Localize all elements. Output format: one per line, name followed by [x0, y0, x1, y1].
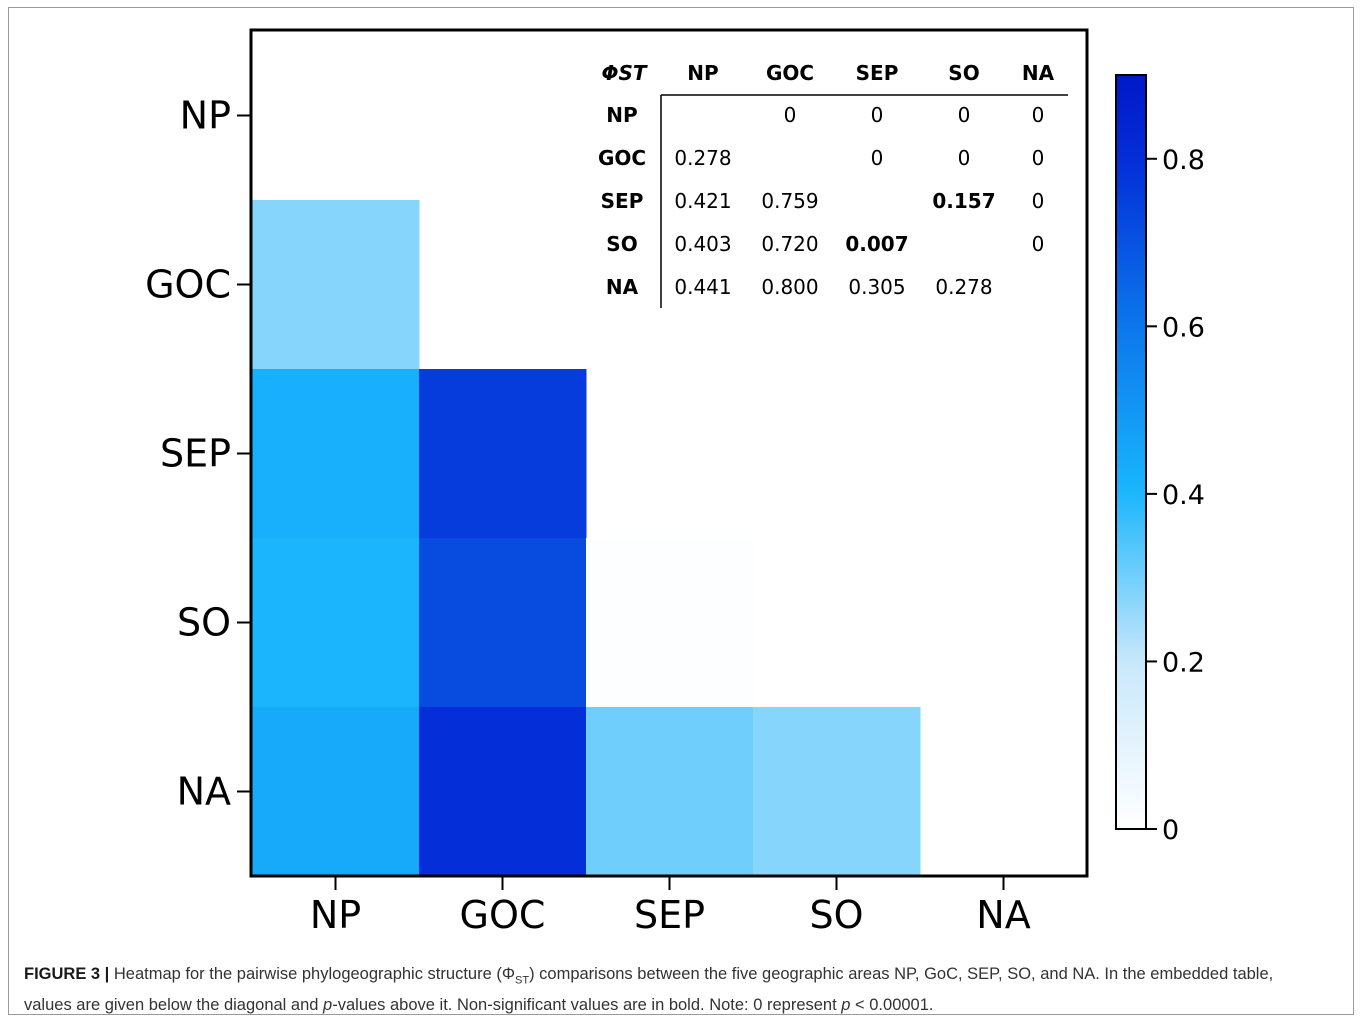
- table-row-header: SO: [606, 232, 637, 256]
- table-cell: 0: [871, 103, 884, 127]
- caption-subscript: ST: [515, 974, 530, 987]
- table-cell: 0.305: [848, 275, 905, 299]
- colorbar: 0 0.2 0.4 0.6 0.8: [1115, 74, 1205, 846]
- colorbar-ticks: 0 0.2 0.4 0.6 0.8: [1146, 145, 1205, 846]
- heatmap-cell: [419, 538, 587, 708]
- y-tick-label: GOC: [145, 263, 231, 307]
- table-cell: 0.278: [935, 275, 992, 299]
- y-tick-label: SEP: [160, 432, 231, 476]
- y-tick-label: SO: [177, 601, 231, 645]
- caption-text-1: Heatmap for the pairwise phylogeographic…: [109, 965, 515, 983]
- colorbar-tick-label: 0.4: [1162, 480, 1205, 511]
- heatmap-cell: [419, 707, 587, 877]
- caption-label: FIGURE 3 |: [24, 965, 110, 983]
- heatmap-cell: [586, 707, 754, 877]
- table-cell: 0.421: [674, 189, 731, 213]
- table-cell: 0.759: [761, 189, 818, 213]
- table-column-header: SO: [948, 61, 979, 85]
- heatmap-cells: [252, 200, 921, 877]
- table-cell: 0.441: [674, 275, 731, 299]
- table-row-header: SEP: [601, 189, 644, 213]
- table-row-header: NA: [606, 275, 639, 299]
- colorbar-tick-label: 0: [1162, 815, 1179, 846]
- table-column-header: NA: [1022, 61, 1055, 85]
- table-cell: 0: [1032, 146, 1045, 170]
- caption-italic-p-2: p: [841, 996, 851, 1015]
- heatmap-cell: [252, 538, 420, 708]
- table-cell: 0: [958, 103, 971, 127]
- table-cell: 0: [1032, 103, 1045, 127]
- y-axis: NP GOC SEP SO NA: [145, 94, 251, 814]
- caption-text-2: ) comparisons between the five geographi…: [24, 965, 1274, 1015]
- x-tick-label: SO: [809, 893, 863, 937]
- heatmap-cell: [252, 707, 420, 877]
- y-tick-label: NA: [177, 770, 231, 814]
- table-cell: 0: [871, 146, 884, 170]
- caption-text-4: < 0.00001.: [850, 996, 934, 1015]
- caption-text-3: -values above it. Non-significant values…: [332, 996, 842, 1015]
- table-cell: 0: [784, 103, 797, 127]
- heatmap-cell: [252, 369, 420, 539]
- heatmap-cell: [252, 200, 420, 370]
- heatmap-cell: [586, 538, 754, 708]
- table-row-header: GOC: [598, 146, 646, 170]
- table-cell: 0: [958, 146, 971, 170]
- figure-caption: FIGURE 3 | Heatmap for the pairwise phyl…: [24, 962, 1324, 1018]
- x-tick-label: NP: [310, 893, 361, 937]
- embedded-table: ΦST NP GOC SEP SO NA NP 0 0 0 0 GOC 0.278 0 0 0 SEP 0.421…: [598, 61, 1068, 308]
- x-tick-label: GOC: [460, 893, 546, 937]
- x-tick-label: SEP: [634, 893, 705, 937]
- table-cell: 0: [1032, 189, 1045, 213]
- caption-italic-p: p: [323, 996, 333, 1015]
- table-cell: 0.278: [674, 146, 731, 170]
- heatmap-cell: [753, 707, 921, 877]
- colorbar-tick-label: 0.2: [1162, 647, 1205, 678]
- table-cell: 0.403: [674, 232, 731, 256]
- table-corner-label: ΦST: [601, 61, 647, 85]
- table-row-header: NP: [606, 103, 637, 127]
- x-tick-label: NA: [976, 893, 1030, 937]
- table-cell: 0: [1032, 232, 1045, 256]
- table-cell: 0.157: [932, 189, 995, 213]
- table-column-header: SEP: [856, 61, 899, 85]
- x-axis: NP GOC SEP SO NA: [310, 876, 1031, 937]
- table-cell: 0.800: [761, 275, 818, 299]
- table-column-header: NP: [687, 61, 718, 85]
- colorbar-tick-label: 0.6: [1162, 312, 1205, 343]
- colorbar-gradient: [1115, 74, 1147, 830]
- table-cell: 0.007: [845, 232, 908, 256]
- y-tick-label: NP: [180, 94, 231, 138]
- figure-frame: [8, 7, 1354, 1015]
- colorbar-tick-label: 0.8: [1162, 145, 1205, 176]
- heatmap-cell: [419, 369, 587, 539]
- table-cell: 0.720: [761, 232, 818, 256]
- table-column-header: GOC: [766, 61, 814, 85]
